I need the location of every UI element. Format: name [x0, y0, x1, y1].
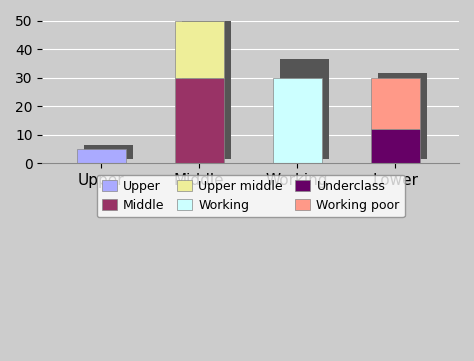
Bar — [83, 145, 133, 159]
Bar — [77, 149, 126, 163]
Bar — [280, 59, 328, 159]
Legend: Upper, Middle, Upper middle, Working, Underclass, Working poor: Upper, Middle, Upper middle, Working, Un… — [97, 175, 405, 217]
Bar — [371, 129, 420, 163]
Bar — [175, 78, 224, 163]
Bar — [175, 21, 224, 78]
Bar — [371, 78, 420, 129]
Bar — [273, 78, 322, 163]
Bar — [182, 16, 230, 159]
Bar — [378, 73, 427, 159]
